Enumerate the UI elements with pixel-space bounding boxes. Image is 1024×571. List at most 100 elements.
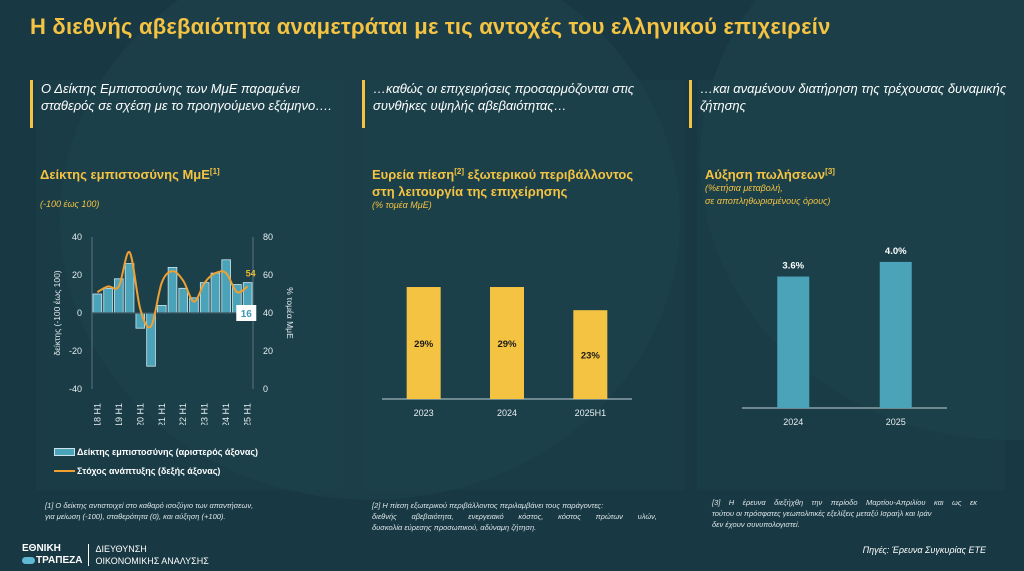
chart1-confidence-index: 40 20 0 -20 -40 80 60 40 20 0 δείκτης (-100 έως 10… (52, 232, 295, 425)
chart1-right-axis-title: % τομέα ΜμΕ (285, 287, 295, 339)
department-name: ΔΙΕΥΘΥΝΣΗ ΟΙΚΟΝΟΜΙΚΗΣ ΑΝΑΛΥΣΗΣ (95, 543, 208, 567)
legend-line-swatch (54, 470, 75, 472)
department-line-2: ΟΙΚΟΝΟΜΙΚΗΣ ΑΝΑΛΥΣΗΣ (95, 556, 209, 566)
chart1-bar (167, 267, 178, 314)
chart3-bar (879, 261, 912, 408)
chart1-x-tick-label: 2024 H1 (221, 403, 231, 425)
chart2-title: Ευρεία πίεση[2] εξωτερικού περιβάλλοντος… (372, 163, 672, 200)
chart3-title-footnote: [3] (825, 167, 835, 176)
chart1-left-axis-title: δείκτης (-100 έως 100) (52, 270, 62, 355)
chart1-right-tick-label: 60 (263, 270, 273, 280)
chart1-bar (103, 287, 113, 314)
chart1-bar (221, 259, 231, 314)
chart2-bar (490, 287, 524, 399)
intro-text-3: …και αναμένουν διατήρηση της τρέχουσας δ… (689, 80, 1009, 128)
chart1-bar-last-value-box (236, 305, 257, 321)
chart2-x-tick-label: 2025H1 (575, 408, 607, 418)
chart1-title: Δείκτης εμπιστοσύνης ΜμΕ[1] (40, 163, 240, 183)
chart1-title-text: Δείκτης εμπιστοσύνης ΜμΕ (40, 167, 210, 182)
chart1-x-tick-label: 2025 H1 (243, 403, 253, 425)
chart1-left-tick-label: -20 (69, 346, 82, 356)
chart1-target-line (96, 251, 249, 329)
chart3-x-tick-label: 2024 (783, 417, 803, 427)
chart1-x-tick-label: 2020 H1 (135, 403, 145, 425)
page-title: Η διεθνής αβεβαιότητα αναμετράται με τις… (30, 14, 831, 39)
footnote-3-line-2: τούτου οι πρόσφατες γεωπολιτικές εξελίξε… (712, 509, 932, 518)
chart2-bar (406, 287, 441, 399)
chart1-right-tick-label: 40 (263, 308, 273, 318)
legend-line-label: Στόχος ανάπτυξης (δεξής άξονας) (77, 466, 221, 476)
chart1-x-tick-label: 2019 H1 (114, 403, 124, 425)
chart2-title-part2: εξωτερικού περιβάλλοντος (464, 167, 634, 182)
chart1-legend-line: Στόχος ανάπτυξης (δεξής άξονας) (54, 466, 220, 476)
panel-confidence-index (36, 80, 343, 490)
chart3-subtitle-2: σε αποπληθωρισμένους όρους) (705, 196, 831, 206)
bank-logo: ΕΘΝΙΚΗ ΤΡΑΠΕΖΑ ΔΙΕΥΘΥΝΣΗ ΟΙΚΟΝΟΜΙΚΗΣ ΑΝΑ… (22, 543, 209, 567)
chart1-bar (146, 312, 156, 367)
chart3-subtitle-1: (%ετήσια μεταβολή, (705, 183, 783, 193)
legend-bar-label: Δείκτης εμπιστοσύνης (αριστερός άξονας) (77, 447, 259, 457)
chart3-data-label: 4.0% (885, 246, 907, 257)
intro-text-2: …καθώς οι επιχειρήσεις προσαρμόζονται στ… (362, 80, 672, 128)
chart2-data-label: 23% (581, 351, 601, 362)
chart1-x-tick-label: 2022 H1 (178, 403, 188, 425)
chart1-left-tick-label: 40 (72, 232, 82, 242)
bank-logo-line-2-wrap: ΤΡΑΠΕΖΑ (22, 555, 82, 567)
chart1-bar (92, 293, 103, 314)
chart3-sales-growth: 3.6% 2024 4.0% 2025 (742, 246, 947, 427)
chart1-left-tick-label: 20 (72, 270, 82, 280)
panel-sales-growth (697, 80, 1005, 490)
chart3-title-text: Αύξηση πωλήσεων (705, 167, 826, 182)
chart1-bar (157, 305, 167, 314)
chart1-bar (210, 272, 221, 314)
chart1-right-tick-label: 20 (263, 346, 273, 356)
chart1-x-tick-label: 2021 H1 (157, 403, 167, 425)
legend-bar-swatch (54, 448, 75, 456)
chart1-left-tick-label: 0 (77, 308, 82, 318)
department-line-1: ΔΙΕΥΘΥΝΣΗ (95, 544, 147, 554)
chart2-title-part1: Ευρεία πίεση (372, 167, 455, 182)
chart1-x-tick-label: 2018 H1 (92, 403, 102, 425)
chart1-bar-last-value-label: 16 (241, 309, 253, 320)
bank-logo-pill-icon (22, 556, 35, 564)
chart1-bar (178, 287, 189, 314)
chart3-data-label: 3.6% (782, 261, 804, 272)
chart3-bar (777, 276, 810, 408)
bank-logo-line-1: ΕΘΝΙΚΗ (22, 543, 61, 554)
footnote-2: [2] Η πίεση εξωτερικού περιβάλλοντος περ… (372, 500, 657, 533)
chart1-title-footnote: [1] (209, 167, 220, 176)
logo-separator (88, 544, 90, 566)
chart2-x-tick-label: 2023 (414, 408, 434, 418)
chart2-x-tick-label: 2024 (497, 408, 517, 418)
chart2-title-line2: στη λειτουργία της επιχείρησης (372, 184, 568, 199)
chart2-external-pressure: 29% 2023 29% 2024 23% 2025H1 (382, 287, 632, 418)
chart1-line-last-value-label: 54 (246, 268, 256, 278)
chart2-data-label: 29% (414, 339, 434, 350)
chart2-subtitle: (% τομέα ΜμΕ) (372, 200, 432, 210)
bank-logo-name: ΕΘΝΙΚΗ ΤΡΑΠΕΖΑ (22, 543, 82, 567)
chart1-right-tick-label: 0 (263, 384, 268, 394)
chart2-data-label: 29% (497, 339, 517, 350)
bank-logo-line-2: ΤΡΑΠΕΖΑ (36, 555, 83, 566)
chart1-left-tick-label: -40 (69, 384, 82, 394)
footnote-2-line-1: [2] Η πίεση εξωτερικού περιβάλλοντος περ… (372, 501, 604, 510)
source-note: Πηγές: Έρευνα Συγκυρίας ΕΤΕ (862, 545, 986, 555)
chart2-bar (573, 310, 608, 399)
chart3-title: Αύξηση πωλήσεων[3] (705, 163, 835, 183)
footnote-3-line-3: δεν έχουν συνυπολογιστεί. (712, 520, 800, 529)
chart1-legend-bars: Δείκτης εμπιστοσύνης (αριστερός άξονας) (54, 447, 258, 457)
chart2-title-footnote: [2] (454, 167, 465, 176)
chart1-bar (124, 263, 135, 314)
panel-external-pressure (362, 80, 686, 490)
footnote-1-line-2: για μείωση (-100), σταθερότητα (0), και … (45, 512, 226, 521)
chart3-x-tick-label: 2025 (886, 417, 906, 427)
footnote-2-line-2: διεθνής αβεβαιότητα, ενεργειακό κόστος, … (372, 512, 657, 521)
footnote-2-line-3: δυσκολία εύρεσης προσωπικού, αδύναμη ζήτ… (372, 523, 537, 532)
footnote-3-line-1: [3] Η έρευνα διεξήχθη την περίοδο Μαρτίο… (712, 498, 977, 507)
footnote-1-line-1: [1] Ο δείκτης αντιστοιχεί στο καθαρό ισο… (45, 501, 254, 510)
chart1-right-tick-label: 80 (263, 232, 273, 242)
footnote-3: [3] Η έρευνα διεξήχθη την περίοδο Μαρτίο… (712, 497, 977, 530)
chart1-subtitle: (-100 έως 100) (40, 199, 100, 209)
footnote-1: [1] Ο δείκτης αντιστοιχεί στο καθαρό ισο… (45, 500, 253, 522)
chart1-x-tick-label: 2023 H1 (200, 403, 210, 425)
